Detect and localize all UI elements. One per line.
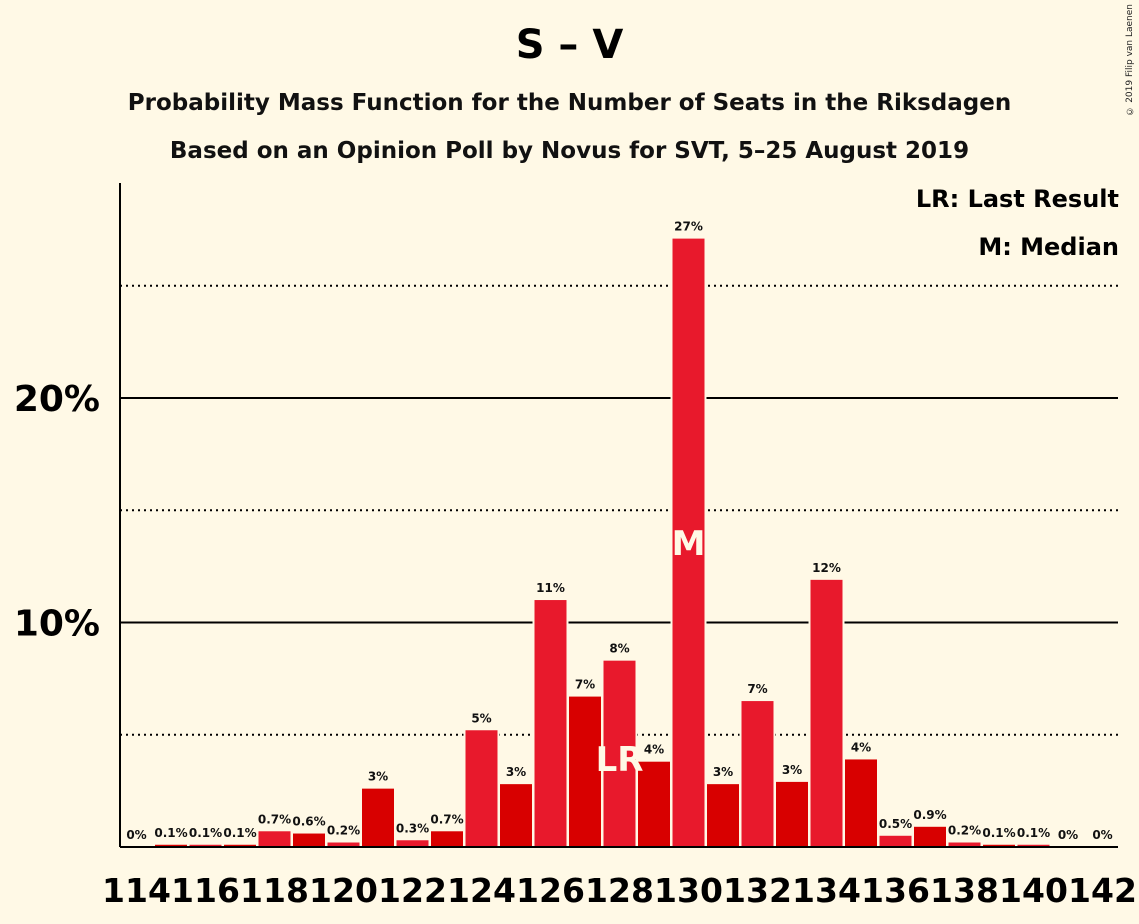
bar-seat-115 [155, 844, 187, 847]
bar-seat-136 [879, 835, 912, 847]
x-tick-label: 130 [654, 871, 723, 910]
bar-seat-133 [776, 781, 808, 847]
x-tick-label: 132 [723, 871, 792, 910]
bar-seat-117 [224, 844, 256, 847]
bar-seat-139 [983, 844, 1015, 847]
bar-value-label: 8% [609, 642, 629, 656]
bar-value-label: 27% [674, 220, 703, 234]
bar-seat-131 [707, 784, 739, 847]
bar-value-label: 3% [368, 770, 388, 784]
bar-value-label: 3% [713, 765, 733, 779]
bar-value-label: 0% [1058, 828, 1078, 842]
chart-title: S – V [515, 22, 624, 68]
x-tick-label: 136 [861, 871, 930, 910]
x-tick-label: 134 [792, 871, 861, 910]
bar-value-label: 0.7% [258, 812, 291, 826]
bar-value-label: 3% [506, 765, 526, 779]
bar-value-label: 0.5% [879, 817, 912, 831]
bar-seat-118 [258, 831, 291, 847]
chart-subtitle-line-2: Based on an Opinion Poll by Novus for SV… [169, 138, 970, 164]
y-tick-label: 20% [14, 379, 100, 420]
x-tick-label: 126 [516, 871, 585, 910]
bar-seat-132 [741, 701, 774, 847]
x-tick-label: 122 [378, 871, 447, 910]
bar-value-label: 12% [812, 561, 841, 575]
bar-seat-116 [189, 844, 222, 847]
bar-seat-127 [569, 696, 601, 847]
bar-value-label: 0.1% [189, 826, 222, 840]
bar-seat-122 [396, 840, 429, 847]
bar-value-label: 4% [644, 743, 664, 757]
bar-value-label: 3% [782, 763, 802, 777]
bar-value-label: 0.1% [154, 826, 187, 840]
bar-seat-130 [672, 238, 705, 848]
bar-value-label: 0.2% [948, 824, 981, 838]
bar-value-label: 0.2% [327, 824, 360, 838]
bar-value-label: 0.1% [1017, 826, 1050, 840]
x-tick-label: 124 [447, 871, 516, 910]
x-tick-label: 128 [585, 871, 654, 910]
chart-subtitle-line-1: Probability Mass Function for the Number… [127, 90, 1012, 116]
x-tick-label: 116 [171, 871, 240, 910]
bar-seat-125 [500, 784, 532, 847]
bar-seat-126 [534, 600, 567, 847]
bar-seat-140 [1017, 844, 1050, 847]
bar-seat-129 [638, 761, 670, 847]
bar-value-label: 7% [747, 682, 767, 696]
x-tick-label: 138 [930, 871, 999, 910]
bar-value-label: 0.3% [396, 821, 429, 835]
median-marker: M [672, 524, 706, 564]
x-tick-label: 118 [240, 871, 309, 910]
bar-value-label: 0.7% [430, 812, 463, 826]
legend-median: M: Median [978, 233, 1119, 261]
legend-last-result: LR: Last Result [915, 185, 1119, 213]
bar-value-label: 5% [471, 711, 491, 725]
bar-value-label: 11% [536, 581, 565, 595]
y-tick-label: 10% [14, 604, 100, 645]
bar-value-label: 0.1% [982, 826, 1015, 840]
bar-value-label: 0% [126, 828, 146, 842]
bar-seat-128 [603, 660, 636, 847]
x-tick-label: 142 [1068, 871, 1137, 910]
bar-value-label: 4% [851, 740, 871, 754]
x-tick-label: 140 [999, 871, 1068, 910]
bar-value-label: 7% [575, 678, 595, 692]
last-result-marker: LR [596, 740, 644, 780]
bar-value-label: 0% [1092, 828, 1112, 842]
bar-seat-138 [948, 842, 981, 847]
bar-seat-119 [293, 833, 325, 847]
x-tick-label: 120 [309, 871, 378, 910]
bar-seat-124 [465, 730, 498, 847]
bar-value-label: 0.6% [292, 815, 325, 829]
bar-seat-137 [914, 826, 946, 847]
bar-value-label: 0.1% [223, 826, 256, 840]
bar-value-label: 0.9% [913, 808, 946, 822]
bar-seat-134 [810, 579, 843, 847]
bar-seat-120 [327, 842, 360, 847]
bar-seat-123 [431, 831, 463, 847]
bar-seat-121 [362, 788, 394, 847]
bar-seat-135 [845, 759, 877, 847]
x-tick-label: 114 [102, 871, 171, 910]
